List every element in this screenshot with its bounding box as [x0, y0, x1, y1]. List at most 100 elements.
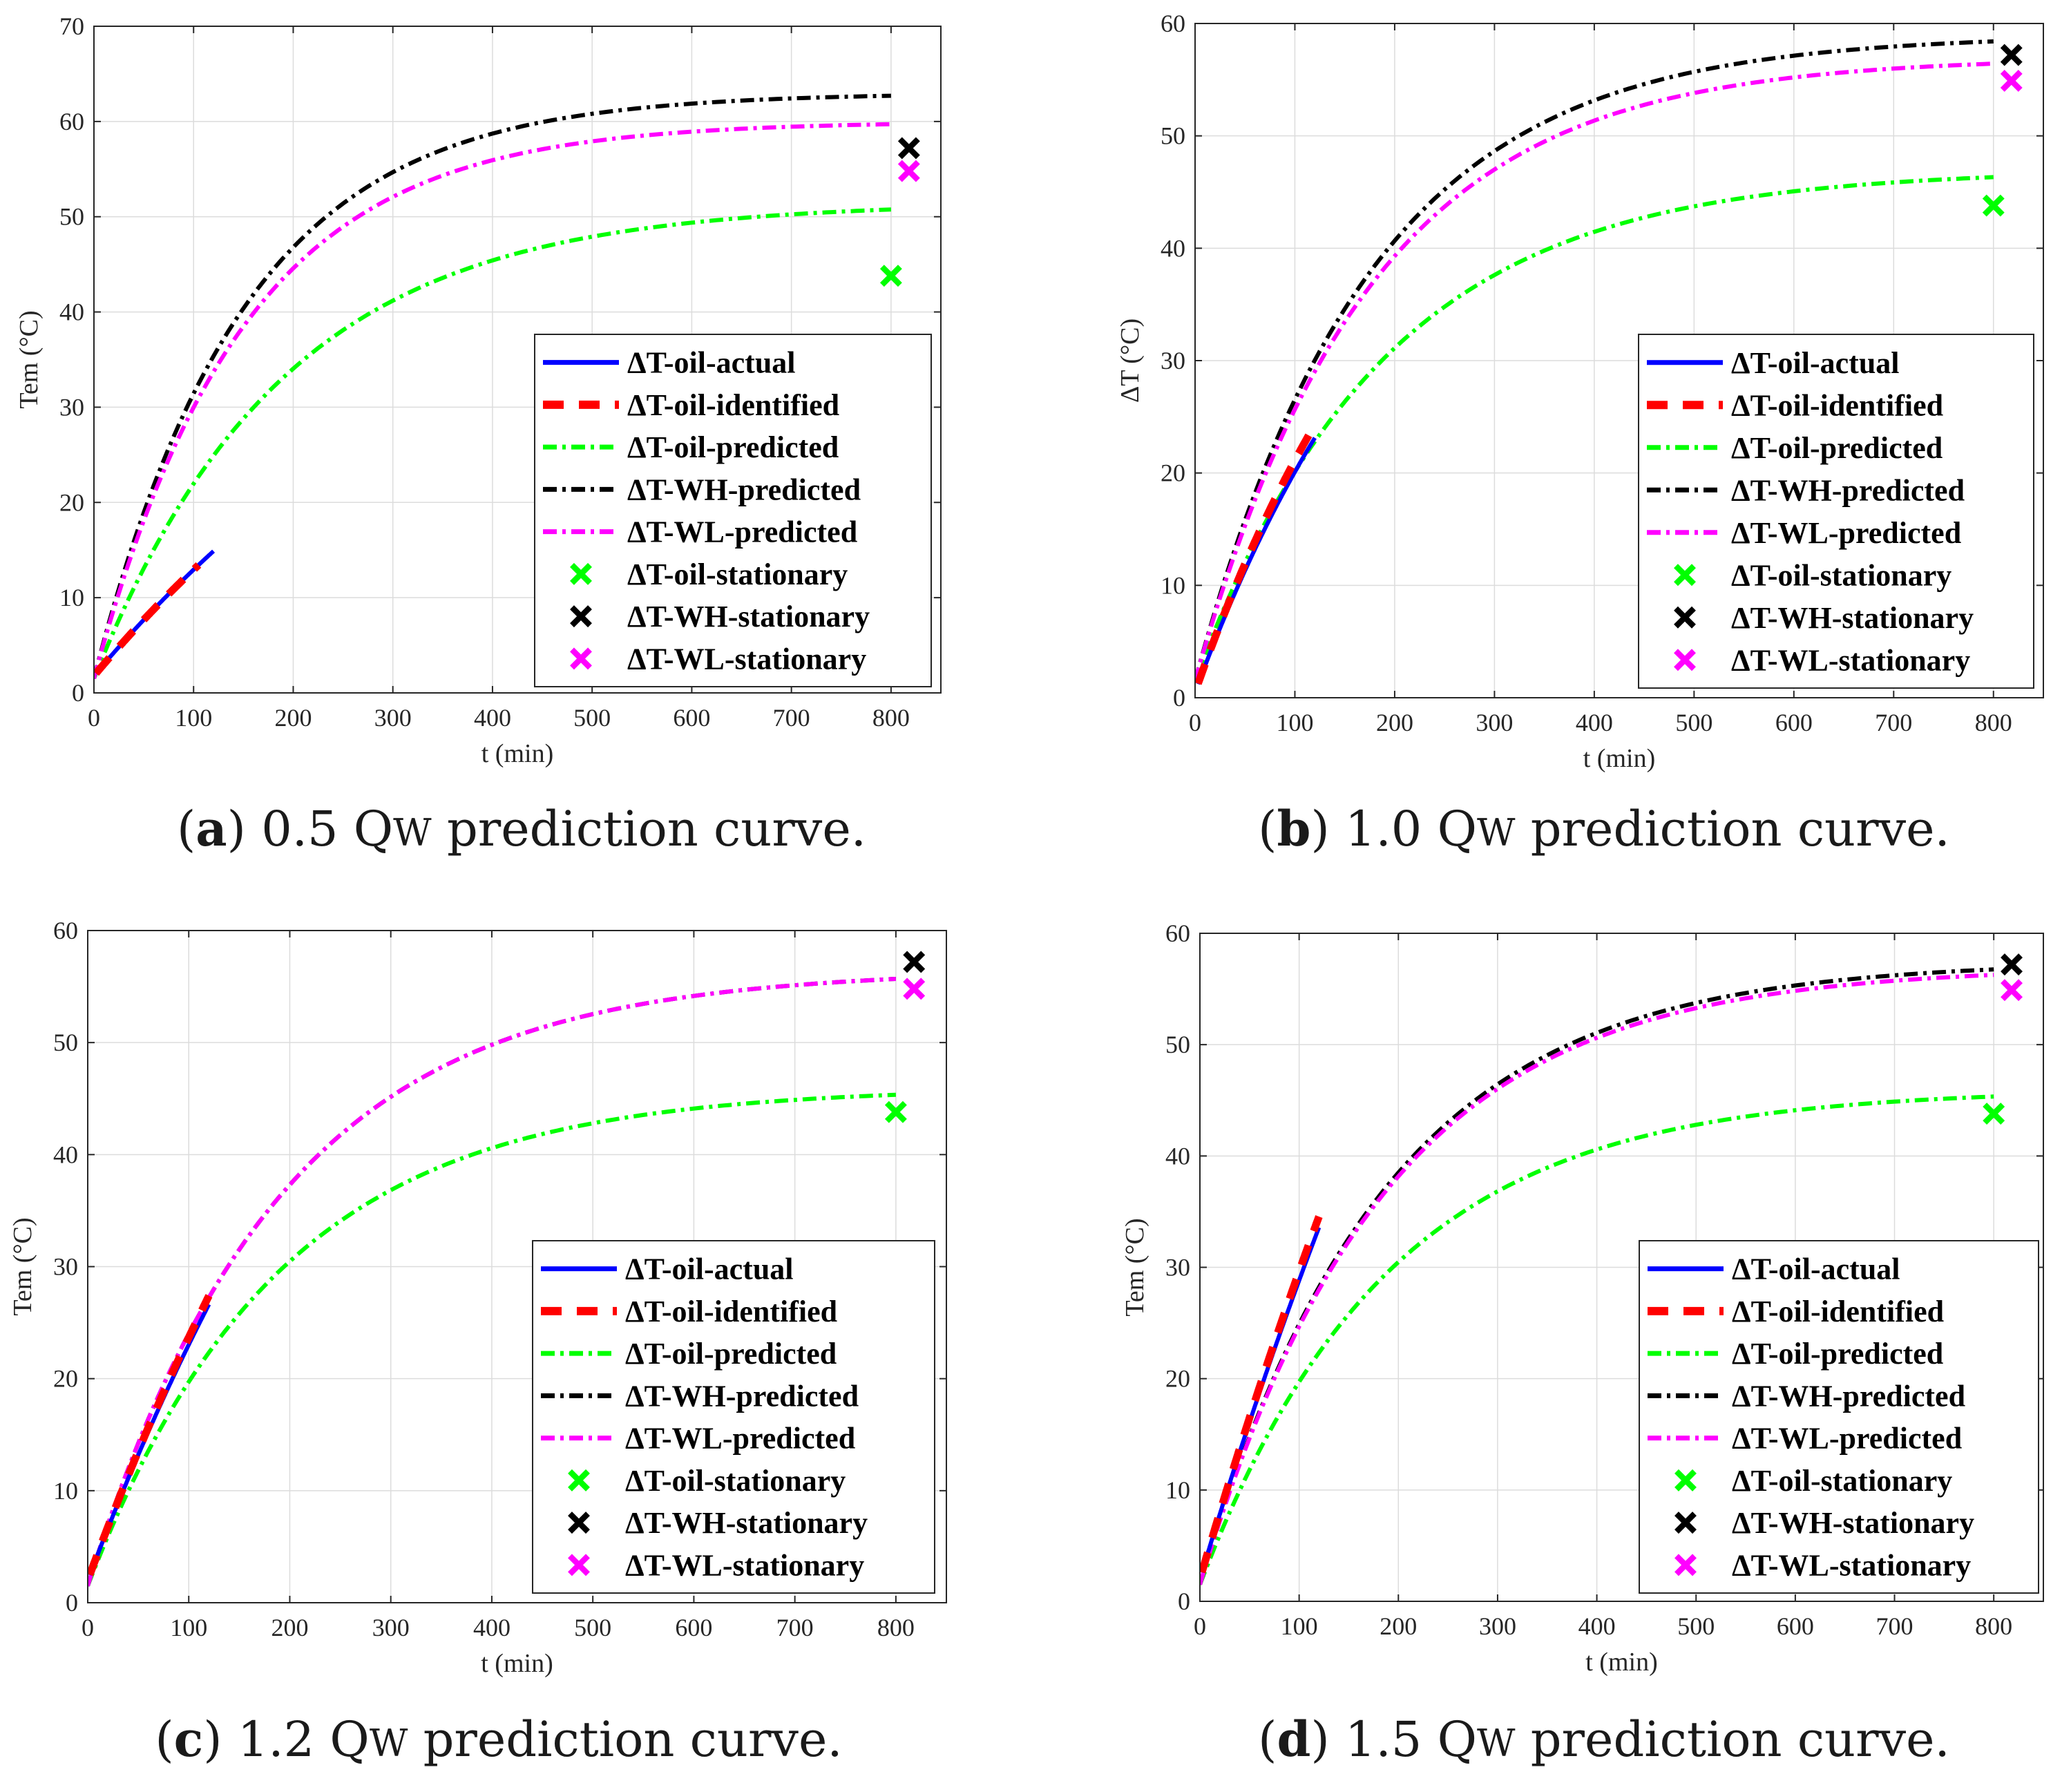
x-tick-label: 800: [1975, 1612, 2012, 1640]
y-tick-label: 0: [72, 679, 84, 707]
caption-c: (c) 1.2 QW prediction curve.: [155, 1710, 843, 1768]
legend-label-dt-oil-actual: ΔT-oil-actual: [625, 1252, 794, 1286]
data-point-dt-wh-stationary: [2001, 953, 2023, 976]
x-tick-label: 400: [473, 1614, 510, 1641]
data-point-dt-oil-stationary: [884, 1100, 907, 1123]
data-point-dt-wl-stationary: [903, 978, 926, 1000]
legend-swatch-dt-wl-stationary: [568, 1554, 590, 1576]
legend-label-dt-oil-stationary: ΔT-oil-stationary: [625, 1464, 846, 1498]
y-tick-label: 0: [66, 1589, 78, 1617]
data-point-dt-wl-stationary: [897, 160, 920, 182]
y-axis-label: Tem (°C): [1120, 1218, 1149, 1316]
legend-swatch-dt-oil-stationary: [1674, 564, 1696, 587]
legend-label-dt-oil-predicted: ΔT-oil-predicted: [1731, 431, 1943, 465]
y-tick-label: 40: [59, 298, 84, 326]
legend-label-dt-oil-actual: ΔT-oil-actual: [1732, 1252, 1900, 1286]
y-tick-label: 70: [59, 12, 84, 40]
series-line-dt-wl-predicted: [1195, 61, 1994, 682]
y-tick-label: 10: [59, 584, 84, 611]
series-line-dt-wl-predicted: [94, 122, 891, 680]
x-tick-label: 600: [673, 704, 710, 732]
x-tick-label: 200: [1376, 709, 1413, 736]
y-axis-label: ΔT (°C): [1116, 318, 1145, 403]
y-tick-label: 20: [1165, 1365, 1190, 1393]
axes-frame: [93, 26, 942, 694]
x-tick-label: 500: [1677, 1612, 1715, 1640]
series-line-dt-oil-predicted: [88, 1092, 897, 1587]
legend-swatch-dt-wl-stationary: [1674, 1554, 1697, 1576]
legend-swatch-dt-wl-stationary: [570, 647, 592, 670]
x-tick-label: 300: [1476, 709, 1513, 736]
y-tick-label: 50: [1161, 122, 1185, 150]
x-axis-label: t (min): [481, 1649, 553, 1678]
series-line-dt-oil-predicted: [1200, 1094, 1994, 1585]
x-tick-label: 600: [675, 1614, 712, 1641]
legend-label-dt-wh-predicted: ΔT-WH-predicted: [627, 473, 861, 506]
x-tick-label: 0: [82, 1614, 94, 1641]
caption-suffix: prediction curve.: [1515, 801, 1950, 857]
legend-label-dt-wh-predicted: ΔT-WH-predicted: [625, 1379, 859, 1413]
x-tick-label: 200: [271, 1614, 308, 1641]
legend-swatch-dt-oil-stationary: [570, 562, 592, 585]
y-tick-label: 50: [53, 1029, 78, 1056]
legend-label-dt-wl-predicted: ΔT-WL-predicted: [625, 1422, 855, 1456]
legend-label-dt-oil-stationary: ΔT-oil-stationary: [1732, 1464, 1952, 1498]
x-tick-label: 700: [773, 704, 810, 732]
series-line-dt-wl-predicted: [1200, 973, 1994, 1585]
legend: ΔT-oil-actual ΔT-oil-identified ΔT-oil-pre…: [1639, 1240, 2039, 1594]
y-tick-label: 20: [1161, 459, 1185, 487]
caption-sub: W: [1476, 1722, 1516, 1765]
legend-swatch-dt-oil-stationary: [568, 1469, 590, 1491]
x-tick-label: 400: [1578, 1612, 1616, 1640]
y-tick-label: 30: [59, 393, 84, 421]
data-point-dt-wh-stationary: [2000, 44, 2023, 66]
legend-label-dt-wl-stationary: ΔT-WL-stationary: [1732, 1548, 1971, 1582]
series-line-dt-oil-identified: [1195, 430, 1313, 686]
x-tick-label: 300: [1479, 1612, 1516, 1640]
y-tick-label: 0: [1173, 684, 1185, 712]
legend-box: [534, 334, 932, 687]
data-point-dt-wh-stationary: [897, 137, 920, 160]
y-axis-label: Tem (°C): [15, 310, 44, 408]
caption-letter: a: [195, 800, 227, 857]
legend-label-dt-oil-identified: ΔT-oil-identified: [627, 388, 839, 422]
x-tick-label: 300: [372, 1614, 410, 1641]
data-point-dt-wh-stationary: [903, 951, 926, 973]
x-tick-label: 500: [1675, 709, 1712, 736]
y-tick-label: 0: [1178, 1588, 1190, 1615]
y-tick-label: 50: [59, 203, 84, 231]
legend-label-dt-wl-predicted: ΔT-WL-predicted: [627, 515, 857, 549]
x-axis-label: t (min): [1583, 744, 1655, 773]
series-line-dt-oil-identified: [1200, 1214, 1323, 1574]
y-tick-label: 10: [53, 1477, 78, 1505]
legend-label-dt-wl-stationary: ΔT-WL-stationary: [627, 642, 866, 676]
y-tick-label: 60: [53, 917, 78, 944]
chart-a: 0 100 200 300 400 500 600 700 800 0 10 20 30 40 50 60 70…: [15, 12, 942, 768]
x-tick-label: 600: [1775, 709, 1813, 736]
caption-a: (a) 0.5 QW prediction curve.: [176, 800, 867, 857]
y-tick-label: 40: [1165, 1142, 1190, 1170]
caption-suffix: prediction curve.: [408, 1711, 843, 1768]
legend-label-dt-oil-identified: ΔT-oil-identified: [1732, 1295, 1944, 1328]
series-line-dt-oil-identified: [88, 1293, 213, 1577]
x-tick-label: 500: [574, 1614, 611, 1641]
series-line-dt-oil-predicted: [94, 207, 891, 680]
legend-swatch-dt-wh-stationary: [570, 605, 592, 628]
legend-box: [1639, 1240, 2039, 1594]
legend-label-dt-wl-predicted: ΔT-WL-predicted: [1731, 516, 1961, 550]
caption-suffix: prediction curve.: [1515, 1711, 1950, 1768]
legend-box: [1638, 334, 2034, 689]
caption-sub: W: [393, 811, 432, 855]
caption-letter: b: [1277, 800, 1311, 857]
x-tick-label: 500: [573, 704, 611, 732]
legend-label-dt-wl-predicted: ΔT-WL-predicted: [1732, 1422, 1962, 1456]
y-tick-label: 20: [59, 488, 84, 516]
legend-label-dt-wh-stationary: ΔT-WH-stationary: [627, 600, 870, 633]
x-tick-label: 400: [1576, 709, 1613, 736]
legend-label-dt-wl-stationary: ΔT-WL-stationary: [625, 1548, 864, 1582]
y-tick-label: 10: [1165, 1476, 1190, 1504]
x-axis-label: t (min): [481, 739, 553, 768]
legend: ΔT-oil-actual ΔT-oil-identified ΔT-oil-pre…: [534, 334, 932, 687]
legend-label-dt-oil-predicted: ΔT-oil-predicted: [625, 1337, 837, 1371]
